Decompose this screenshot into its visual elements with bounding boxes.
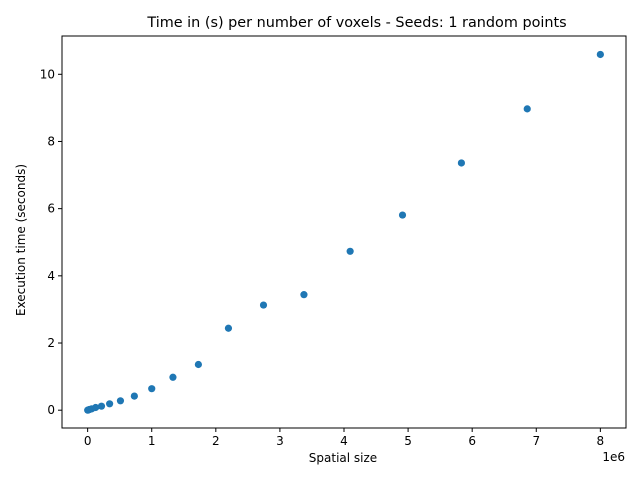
data-point (130, 392, 138, 400)
x-tick-label: 7 (532, 434, 540, 448)
chart-title: Time in (s) per number of voxels - Seeds… (146, 15, 566, 31)
x-tick-label: 0 (84, 434, 92, 448)
data-point (398, 211, 407, 219)
x-tick-label: 3 (276, 434, 284, 448)
x-tick-label: 1 (148, 434, 156, 448)
x-tick-label: 8 (597, 434, 605, 448)
data-point (194, 360, 202, 369)
x-axis-label: Spatial size (309, 451, 377, 465)
y-tick-label: 2 (47, 336, 55, 350)
data-point (92, 403, 100, 412)
data-point (106, 400, 114, 408)
x-tick-label: 5 (404, 434, 412, 448)
data-point (97, 402, 106, 410)
y-tick-label: 0 (47, 403, 55, 417)
data-point (148, 385, 156, 393)
data-point (596, 50, 604, 59)
plot-area (61, 35, 627, 429)
data-point (259, 301, 268, 309)
data-point (116, 397, 125, 405)
y-tick-label: 10 (40, 67, 55, 81)
data-point (224, 324, 233, 332)
y-tick-label: 4 (47, 269, 55, 283)
plot-frame (61, 35, 627, 429)
x-tick-label: 2 (212, 434, 220, 448)
y-axis-label: Execution time (seconds) (14, 164, 28, 316)
x-axis-offset-label: 1e6 (602, 450, 625, 464)
x-tick-label: 6 (468, 434, 476, 448)
x-axis: 0 1 2 3 4 5 6 7 8 (84, 428, 604, 448)
y-axis: 0 2 4 6 8 10 (40, 67, 62, 417)
x-tick-label: 4 (340, 434, 348, 448)
data-point (300, 291, 308, 299)
data-point (523, 105, 531, 113)
y-tick-label: 8 (47, 134, 55, 148)
y-tick-label: 6 (47, 202, 55, 216)
data-point (169, 373, 177, 381)
data-point (457, 159, 466, 167)
data-point (346, 247, 354, 255)
